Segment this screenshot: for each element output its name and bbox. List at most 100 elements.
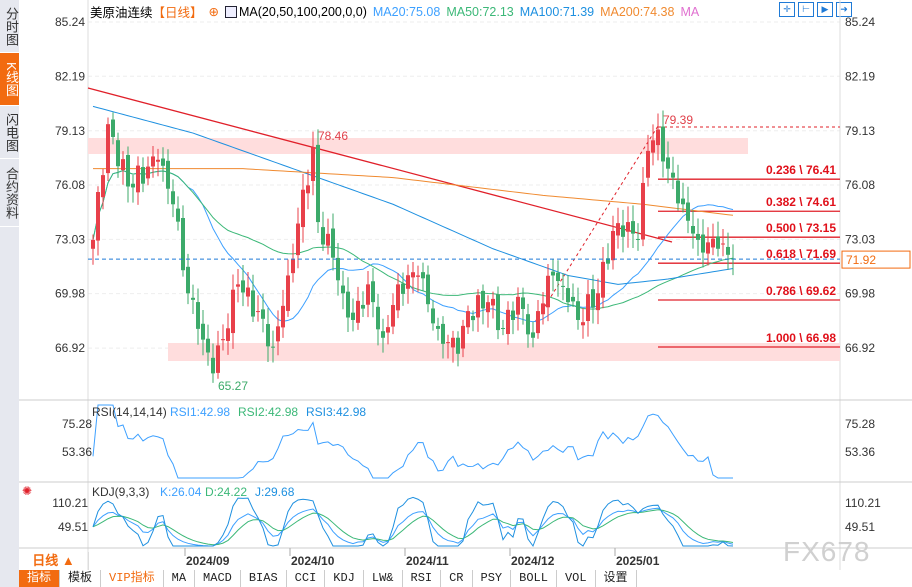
indicator-tab-8[interactable]: LW& xyxy=(363,570,403,587)
candle-body xyxy=(416,275,420,277)
sidebar-tab-3[interactable]: 合约资料 xyxy=(0,159,19,227)
indicator-tab-4[interactable]: MACD xyxy=(195,570,241,587)
period-button[interactable]: 日线 ▲ xyxy=(19,552,89,570)
add-icon[interactable]: ⊕ xyxy=(208,5,220,19)
candle-body xyxy=(636,238,640,240)
candle-body xyxy=(441,323,445,344)
candle-body xyxy=(721,243,725,245)
sidebar-tab-2[interactable]: 闪电图 xyxy=(0,106,19,159)
rsi-axis-label: 53.36 xyxy=(845,445,875,459)
candle-body xyxy=(686,202,690,221)
ma100-line xyxy=(92,105,734,285)
date-label: 2025/01 xyxy=(616,554,660,568)
watermark: FX678 xyxy=(783,536,871,567)
sidebar-tab-0[interactable]: 分时图 xyxy=(0,0,19,53)
candle-body xyxy=(311,147,315,181)
indicator-tab-6[interactable]: CCI xyxy=(286,570,326,587)
indicator-tab-1[interactable]: 模板 xyxy=(60,570,102,587)
candle-body xyxy=(436,325,440,329)
candle-body xyxy=(521,297,525,309)
chart-header: 美原油连续 【日线】 ⊕ MA(20,50,100,200,0,0) MA20:… xyxy=(90,2,699,21)
zoom-range-icon[interactable]: ⊢ xyxy=(798,2,814,17)
candle-body xyxy=(346,291,350,318)
rsi-legend: RSI3:42.98 xyxy=(306,405,366,419)
candle-body xyxy=(161,158,165,166)
date-label: 2024/11 xyxy=(406,554,449,568)
candle-body xyxy=(476,295,480,318)
rsi-axis-label: 75.28 xyxy=(845,417,875,431)
candle-body xyxy=(256,311,260,313)
candle-body xyxy=(526,314,530,335)
candle-body xyxy=(496,294,500,331)
high-label-2: 79.39 xyxy=(663,113,693,127)
sidebar-tab-1[interactable]: K线图 xyxy=(0,53,19,106)
candle-body xyxy=(681,198,685,205)
indicator-tab-2[interactable]: VIP指标 xyxy=(101,570,164,587)
indicator-tab-11[interactable]: PSY xyxy=(472,570,512,587)
candle-body xyxy=(366,284,370,305)
price-axis-label: 76.08 xyxy=(845,178,875,192)
indicator-tab-7[interactable]: KDJ xyxy=(325,570,364,587)
candle-body xyxy=(411,272,415,278)
ma-extra: MA xyxy=(680,4,700,19)
resistance-zone xyxy=(88,138,748,154)
candle-body xyxy=(216,345,220,373)
candle-body xyxy=(156,159,160,162)
candle-body xyxy=(726,246,730,255)
candle-body xyxy=(536,311,540,334)
candle-body xyxy=(651,140,655,153)
candle-body xyxy=(136,165,140,193)
ma100-value: MA100:71.39 xyxy=(519,4,595,19)
kdj-axis-label: 49.51 xyxy=(845,520,875,534)
candle-body xyxy=(321,227,325,245)
candle-body xyxy=(101,175,105,198)
indicator-tabs: 指标 模板 VIP指标 MA MACD BIAS CCI KDJ LW& RSI CR PSY BOLL… xyxy=(19,570,637,587)
candle-body xyxy=(696,233,700,240)
candle-body xyxy=(201,323,205,340)
play-icon[interactable]: ▶ xyxy=(817,2,833,17)
indicator-tab-3[interactable]: MA xyxy=(163,570,196,587)
indicator-tab-9[interactable]: RSI xyxy=(402,570,442,587)
rsi-legend: RSI1:42.98 xyxy=(170,405,230,419)
jump-latest-icon[interactable]: ➜ xyxy=(836,2,852,17)
candle-body xyxy=(336,257,340,281)
candle-body xyxy=(376,306,380,330)
rsi-legend: RSI(14,14,14) xyxy=(92,405,167,419)
fib-level-label: 1.000 \ 66.98 xyxy=(766,331,836,345)
indicator-tab-14[interactable]: 设置 xyxy=(595,570,637,587)
candle-body xyxy=(341,285,345,294)
candle-body xyxy=(506,309,510,335)
candle-body xyxy=(691,226,695,234)
candle-body xyxy=(621,225,625,237)
candle-body xyxy=(296,223,300,256)
candle-body xyxy=(626,222,630,232)
candle-body xyxy=(271,346,275,348)
kdj-j-line xyxy=(92,496,734,548)
candle-body xyxy=(236,284,240,287)
ma-params[interactable]: MA(20,50,100,200,0,0) xyxy=(239,4,367,19)
indicator-tab-12[interactable]: BOLL xyxy=(511,570,557,587)
candle-body xyxy=(701,234,705,253)
price-axis-label: 79.13 xyxy=(845,124,875,138)
price-axis-label-left: 66.92 xyxy=(55,341,85,355)
indicator-tab-10[interactable]: CR xyxy=(441,570,473,587)
candle-body xyxy=(551,271,555,276)
candle-body xyxy=(261,309,265,319)
rsi-line xyxy=(92,404,733,479)
indicator-chart-icon[interactable] xyxy=(225,5,238,18)
low-label: 65.27 xyxy=(218,379,248,393)
candle-body xyxy=(516,296,520,315)
indicator-tab-0[interactable]: 指标 xyxy=(19,570,61,587)
indicator-tab-5[interactable]: BIAS xyxy=(240,570,287,587)
candle-body xyxy=(586,294,590,321)
candle-body xyxy=(326,233,330,246)
indicator-tab-13[interactable]: VOL xyxy=(556,570,596,587)
candle-body xyxy=(181,217,185,271)
kdj-axis-label: 110.21 xyxy=(52,496,88,510)
price-axis-label-left: 85.24 xyxy=(55,15,85,29)
candle-body xyxy=(446,342,450,344)
candle-body xyxy=(641,182,645,240)
candle-body xyxy=(391,305,395,327)
crosshair-icon[interactable]: ✛ xyxy=(779,2,795,17)
